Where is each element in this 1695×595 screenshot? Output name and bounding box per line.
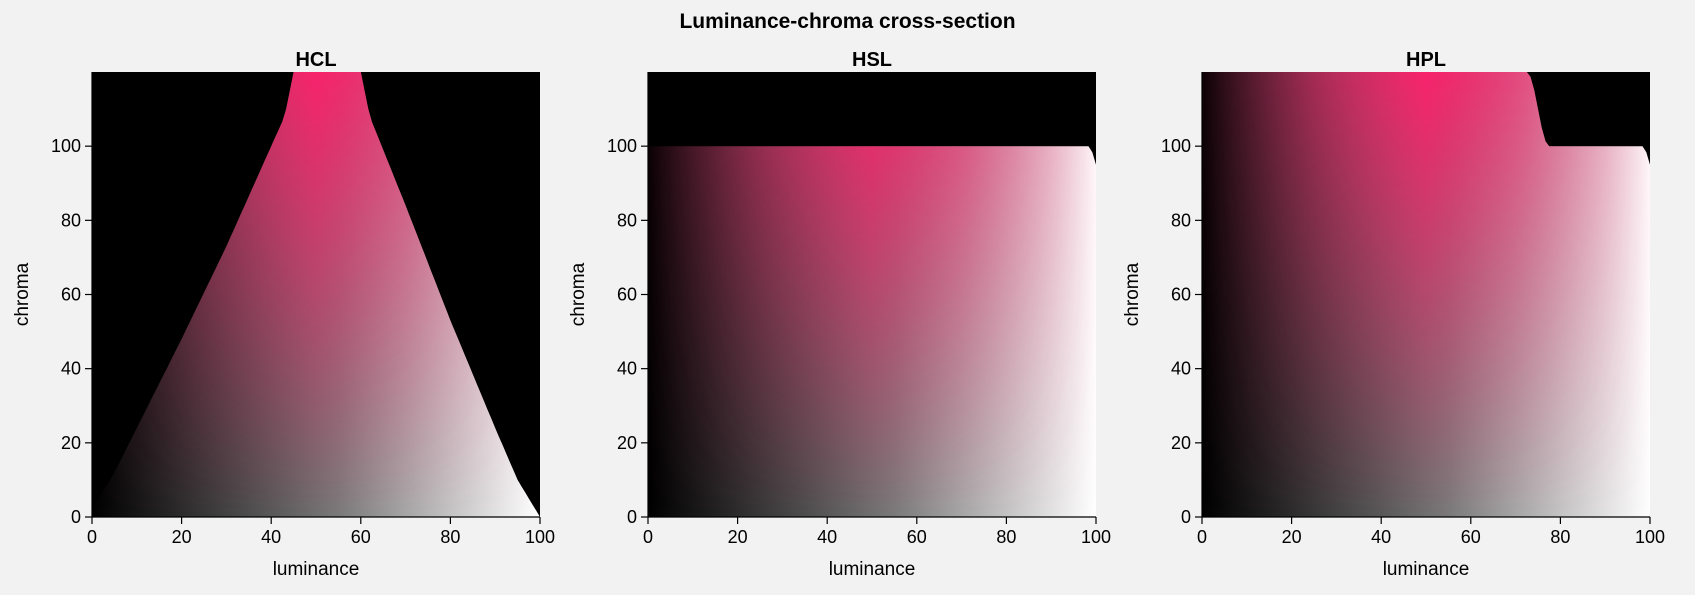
y-tick-label: 0 <box>627 507 637 527</box>
y-tick-label: 60 <box>61 285 81 305</box>
x-tick-label: 60 <box>907 527 927 547</box>
panel-hpl: 0 20 40 60 80 100 0 20 40 60 80 100 luminance chroma H… <box>1122 49 1665 580</box>
x-tick-label: 20 <box>728 527 748 547</box>
x-tick-label: 100 <box>525 527 555 547</box>
y-tick-label: 20 <box>61 433 81 453</box>
x-tick-label: 40 <box>261 527 281 547</box>
panel-title: HSL <box>852 49 892 71</box>
x-tick-label: 80 <box>1550 527 1570 547</box>
y-tick-label: 100 <box>607 136 637 156</box>
x-tick-label: 0 <box>1197 527 1207 547</box>
y-tick-label: 100 <box>1161 136 1191 156</box>
x-tick-label: 0 <box>643 527 653 547</box>
y-tick-label: 40 <box>1171 359 1191 379</box>
x-tick-label: 100 <box>1635 527 1665 547</box>
panel-title: HPL <box>1406 49 1446 71</box>
panel-title: HCL <box>295 49 336 71</box>
y-tick-label: 60 <box>1171 285 1191 305</box>
gamut-region <box>648 146 1096 517</box>
y-tick-label: 20 <box>1171 433 1191 453</box>
x-tick-label: 20 <box>172 527 192 547</box>
y-tick-label: 40 <box>617 359 637 379</box>
y-tick-label: 80 <box>617 210 637 230</box>
x-tick-label: 80 <box>996 527 1016 547</box>
y-tick-label: 20 <box>617 433 637 453</box>
figure-title: Luminance-chroma cross-section <box>679 10 1016 33</box>
y-tick-label: 80 <box>61 210 81 230</box>
x-tick-label: 40 <box>817 527 837 547</box>
x-tick-label: 40 <box>1371 527 1391 547</box>
x-axis-label: luminance <box>273 559 360 580</box>
panel-hsl: 0 20 40 60 80 100 0 20 40 60 80 100 luminance chroma H… <box>568 49 1111 580</box>
y-tick-label: 100 <box>51 136 81 156</box>
gamut-region <box>1202 72 1650 517</box>
x-tick-label: 60 <box>1461 527 1481 547</box>
y-axis-label: chroma <box>12 262 33 326</box>
y-tick-label: 80 <box>1171 210 1191 230</box>
x-tick-label: 100 <box>1081 527 1111 547</box>
x-tick-label: 60 <box>351 527 371 547</box>
x-axis-label: luminance <box>1383 559 1470 580</box>
y-axis-label: chroma <box>568 262 589 326</box>
x-tick-label: 0 <box>87 527 97 547</box>
x-axis-label: luminance <box>829 559 916 580</box>
panel-hcl: 0 20 40 60 80 100 0 20 40 60 80 100 luminance chroma H… <box>12 49 555 580</box>
y-tick-label: 60 <box>617 285 637 305</box>
chroma-ramp <box>648 146 1096 517</box>
y-tick-label: 40 <box>61 359 81 379</box>
x-tick-label: 20 <box>1282 527 1302 547</box>
y-axis-label: chroma <box>1122 262 1143 326</box>
x-tick-label: 80 <box>440 527 460 547</box>
y-tick-label: 0 <box>1181 507 1191 527</box>
y-tick-label: 0 <box>71 507 81 527</box>
